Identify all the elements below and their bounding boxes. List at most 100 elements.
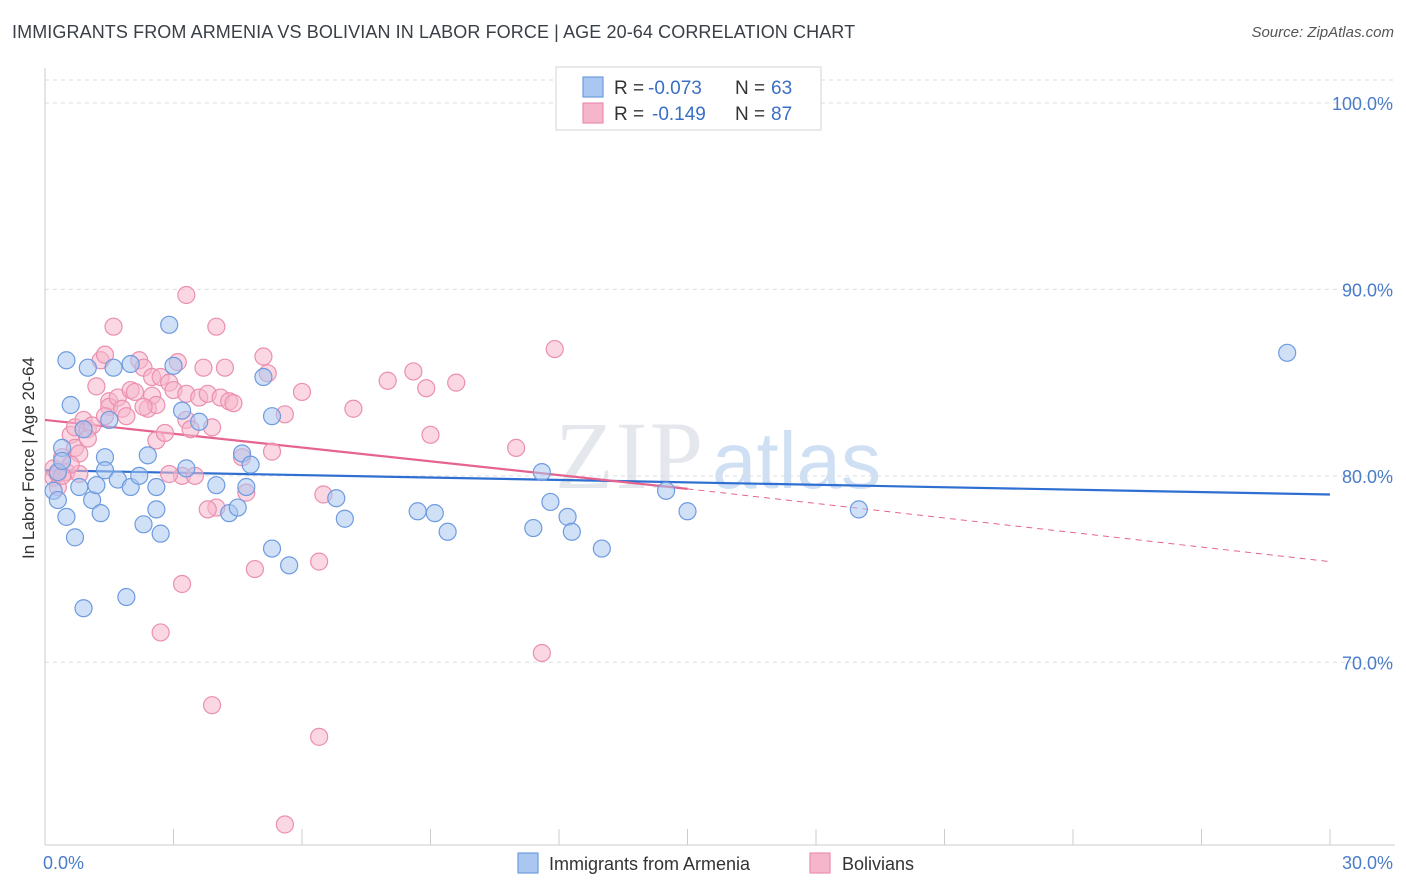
point-armenia (57, 351, 76, 370)
legend-bottom-label-bolivians: Bolivians (842, 854, 914, 874)
point-bolivians (117, 407, 136, 426)
legend-n-label-1: N = (735, 78, 765, 99)
source-label: Source: ZipAtlas.com (1251, 24, 1394, 41)
point-bolivians (104, 317, 123, 336)
point-armenia (147, 477, 166, 497)
point-armenia (53, 451, 72, 471)
trend-line-bolivians-extension (687, 488, 1331, 563)
point-bolivians (160, 464, 179, 484)
point-bolivians (378, 371, 397, 390)
trend-line-armenia (44, 469, 1331, 496)
point-armenia (100, 410, 119, 430)
point-bolivians (275, 815, 294, 834)
point-bolivians (151, 623, 170, 642)
point-armenia (558, 507, 577, 526)
point-bolivians (155, 423, 175, 443)
trend-lines (44, 418, 1331, 563)
point-armenia (849, 500, 868, 519)
point-bolivians (87, 377, 106, 396)
point-bolivians (447, 373, 466, 392)
point-armenia (592, 539, 611, 558)
legend-r-value-2: -0.149 (652, 104, 706, 125)
point-armenia (190, 412, 209, 431)
watermark-atlas: atlas (712, 416, 881, 505)
legend-r-label-1: R = (614, 78, 644, 99)
point-armenia (562, 522, 581, 541)
point-armenia (262, 539, 282, 558)
point-bolivians (310, 552, 329, 571)
y-tick-label: 100.0% (1332, 94, 1393, 114)
point-bolivians (172, 574, 192, 594)
point-bolivians (198, 500, 217, 519)
point-bolivians (404, 362, 423, 381)
point-bolivians (215, 358, 234, 377)
y-tick-label: 90.0% (1342, 280, 1393, 300)
tick-labels: 70.0% 80.0% 90.0% 100.0% 0.0% 30.0% (43, 94, 1393, 873)
legend-n-label-2: N = (735, 104, 765, 125)
scatter-points (44, 285, 1297, 834)
point-bolivians (532, 643, 551, 663)
legend-top: R = -0.073 N = 63 R = -0.149 N = 87 (555, 66, 822, 131)
point-bolivians (310, 727, 329, 746)
point-bolivians (202, 696, 222, 715)
y-axis-label: In Labor Force | Age 20-64 (19, 357, 38, 559)
point-armenia (262, 407, 282, 426)
point-armenia (237, 477, 256, 497)
point-armenia (130, 466, 149, 485)
point-armenia (438, 522, 457, 541)
legend-n-value-1: 63 (771, 78, 792, 99)
point-armenia (65, 528, 85, 547)
legend-swatch-armenia (582, 76, 604, 98)
point-armenia (134, 515, 153, 534)
legend-r-value-1: -0.073 (648, 78, 702, 99)
point-armenia (48, 490, 67, 510)
trend-line-bolivians (44, 418, 688, 490)
point-bolivians (417, 379, 436, 398)
point-bolivians (292, 382, 312, 402)
point-armenia (87, 476, 106, 495)
point-armenia (70, 477, 89, 497)
point-armenia (1278, 343, 1297, 362)
point-armenia (74, 420, 93, 439)
legend-bottom-swatch-armenia (517, 852, 539, 874)
point-armenia (61, 395, 80, 415)
point-armenia (138, 446, 157, 465)
gridlines (45, 79, 1395, 663)
point-bolivians (507, 438, 526, 457)
legend-bottom: Immigrants from Armenia Bolivians (517, 852, 914, 874)
point-armenia (327, 489, 346, 508)
point-bolivians (245, 559, 264, 579)
point-armenia (117, 587, 136, 607)
point-armenia (164, 356, 183, 375)
point-armenia (121, 354, 140, 374)
point-armenia (524, 518, 543, 538)
point-armenia (335, 509, 354, 528)
y-tick-label: 70.0% (1342, 653, 1393, 673)
point-armenia (95, 461, 115, 480)
point-armenia (425, 504, 444, 523)
point-armenia (656, 481, 676, 500)
point-armenia (78, 358, 97, 377)
point-bolivians (421, 425, 440, 444)
legend-n-value-2: 87 (771, 104, 792, 125)
legend-swatch-bolivians (582, 102, 604, 124)
point-bolivians (224, 394, 243, 413)
point-armenia (254, 367, 273, 387)
point-armenia (207, 476, 226, 495)
point-armenia (280, 556, 299, 575)
x-tick-label: 30.0% (1342, 853, 1393, 873)
point-bolivians (254, 347, 273, 366)
point-bolivians (134, 397, 153, 416)
point-bolivians (194, 358, 213, 377)
axes (44, 68, 1395, 846)
point-bolivians (262, 442, 282, 461)
point-armenia (177, 459, 196, 478)
chart-title: IMMIGRANTS FROM ARMENIA VS BOLIVIAN IN L… (12, 22, 856, 42)
point-armenia (532, 463, 551, 482)
point-bolivians (125, 382, 145, 402)
point-armenia (678, 502, 697, 521)
y-tick-label: 80.0% (1342, 467, 1393, 487)
point-armenia (172, 401, 192, 420)
point-armenia (147, 500, 166, 519)
